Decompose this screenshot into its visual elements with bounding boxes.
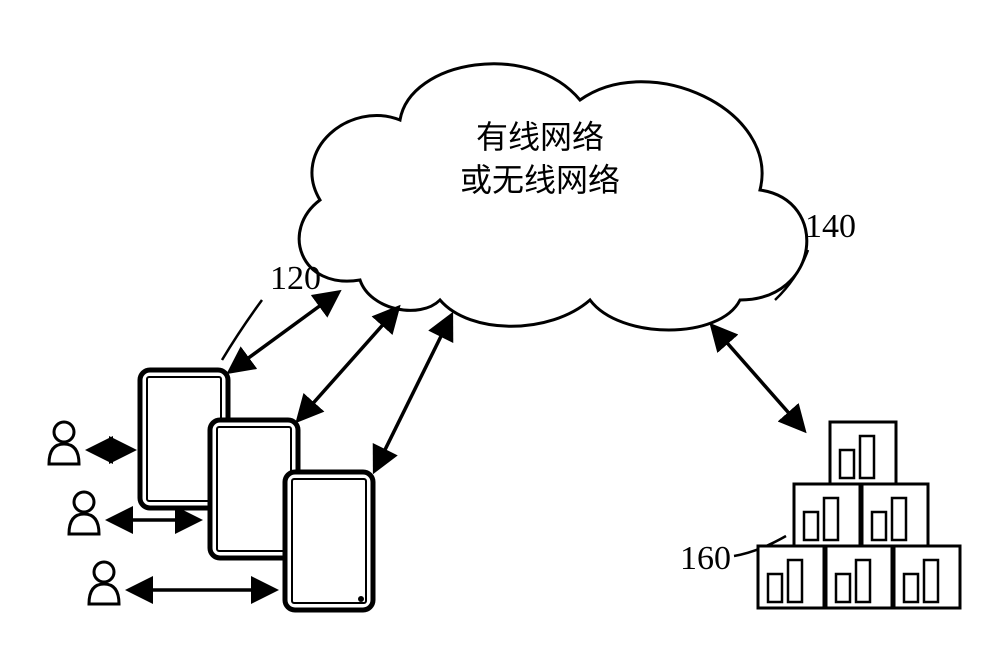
double-arrow: [714, 328, 802, 428]
server-icon: [758, 546, 824, 608]
diagram-canvas: [0, 0, 1000, 662]
user-icon: [89, 562, 119, 604]
user-icon: [69, 492, 99, 534]
cloud-text-line1: 有线网络: [460, 116, 620, 159]
double-arrow: [376, 318, 450, 468]
server-icon: [862, 484, 928, 546]
server-icon: [830, 422, 896, 484]
phone-icon: [285, 472, 373, 610]
server-icon: [894, 546, 960, 608]
double-arrow: [232, 294, 336, 370]
label-160: 160: [680, 540, 731, 578]
cloud-text-line2: 或无线网络: [460, 159, 620, 202]
server-icon: [826, 546, 892, 608]
cloud-text: 有线网络 或无线网络: [460, 116, 620, 202]
label-120: 120: [270, 260, 321, 298]
phones-group: [140, 370, 373, 610]
server-icon: [794, 484, 860, 546]
servers-group: [758, 422, 960, 608]
user-icon: [49, 422, 79, 464]
label-140: 140: [805, 208, 856, 246]
double-arrow: [300, 310, 396, 418]
